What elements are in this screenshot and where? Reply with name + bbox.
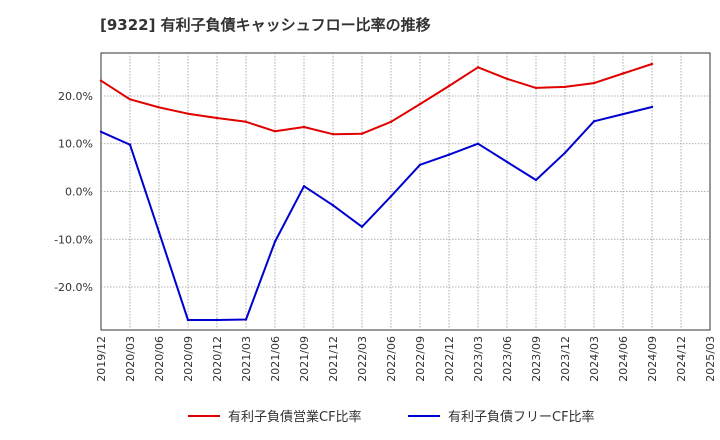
x-tick-label: 2021/03 [240, 336, 253, 382]
y-tick-label: 20.0% [58, 90, 93, 103]
data-point [215, 116, 219, 120]
data-point [331, 204, 335, 207]
data-point [215, 318, 219, 322]
data-point [360, 132, 364, 135]
legend-item-operating-cf: 有利子負債営業CF比率 [188, 406, 362, 425]
x-tick-label: 2025/03 [704, 336, 717, 382]
data-point [244, 318, 248, 321]
data-point [186, 112, 190, 115]
x-tick-label: 2022/09 [414, 336, 427, 382]
data-point [157, 230, 161, 234]
x-tick-label: 2020/06 [153, 336, 166, 382]
x-tick-label: 2023/09 [530, 336, 543, 382]
y-axis: 20.0% 10.0% 0.0% -10.0% -20.0% [54, 90, 93, 294]
data-point [505, 77, 509, 81]
y-tick-label: 0.0% [65, 186, 93, 199]
data-point [128, 143, 132, 146]
data-point [650, 62, 654, 66]
data-point [563, 85, 567, 89]
chart-title: [9322] 有利子負債キャッシュフロー比率の推移 [100, 16, 431, 34]
data-point [505, 160, 509, 164]
data-point [592, 120, 596, 123]
data-point [157, 106, 161, 109]
data-point [621, 112, 625, 116]
data-point [592, 81, 596, 85]
data-point [128, 98, 132, 101]
x-tick-label: 2024/12 [675, 336, 688, 382]
x-axis: 2019/12 2020/03 2020/06 2020/09 2020/12 2021/… [95, 336, 717, 382]
data-point [99, 130, 103, 133]
x-tick-label: 2024/06 [617, 336, 630, 382]
x-tick-label: 2022/03 [356, 336, 369, 382]
x-tick-label: 2021/09 [298, 336, 311, 382]
data-point [447, 153, 451, 156]
data-point [621, 72, 625, 75]
x-tick-label: 2022/06 [385, 336, 398, 382]
data-point [244, 120, 248, 124]
x-tick-label: 2020/03 [124, 336, 137, 382]
data-point [534, 86, 538, 90]
x-tick-label: 2020/12 [211, 336, 224, 382]
y-tick-label: -20.0% [54, 281, 93, 294]
data-point [331, 133, 335, 136]
x-tick-label: 2023/12 [559, 336, 572, 382]
data-point [447, 84, 451, 88]
legend-label: 有利子負債フリーCF比率 [448, 410, 595, 425]
data-point [534, 178, 538, 182]
data-point [99, 79, 103, 82]
data-point [273, 240, 277, 243]
series-line-1 [100, 106, 653, 321]
legend-swatch-red [188, 414, 220, 417]
data-point [418, 102, 422, 106]
data-point [360, 225, 364, 228]
data-point [389, 195, 393, 198]
data-point [302, 125, 306, 129]
data-point [186, 318, 190, 322]
x-tick-label: 2020/09 [182, 336, 195, 382]
data-point [273, 130, 277, 133]
grid [101, 53, 710, 330]
data-point [650, 105, 654, 109]
y-tick-label: 10.0% [58, 138, 93, 151]
data-point [476, 142, 480, 145]
x-tick-label: 2022/12 [443, 336, 456, 382]
data-point [389, 120, 393, 124]
data-point [302, 185, 306, 188]
x-tick-label: 2019/12 [95, 336, 108, 382]
x-tick-label: 2023/06 [501, 336, 514, 382]
legend-swatch-blue [408, 414, 440, 417]
x-tick-label: 2024/09 [646, 336, 659, 382]
x-tick-label: 2021/06 [269, 336, 282, 382]
x-tick-label: 2023/03 [472, 336, 485, 382]
series-line-0 [100, 63, 653, 136]
x-tick-label: 2021/12 [327, 336, 340, 382]
x-tick-label: 2024/03 [588, 336, 601, 382]
data-point [476, 66, 480, 69]
y-tick-label: -10.0% [54, 233, 93, 246]
legend-item-free-cf: 有利子負債フリーCF比率 [408, 406, 595, 425]
legend-label: 有利子負債営業CF比率 [228, 410, 362, 425]
data-point [418, 163, 422, 166]
data-point [563, 151, 567, 154]
series [99, 62, 654, 322]
